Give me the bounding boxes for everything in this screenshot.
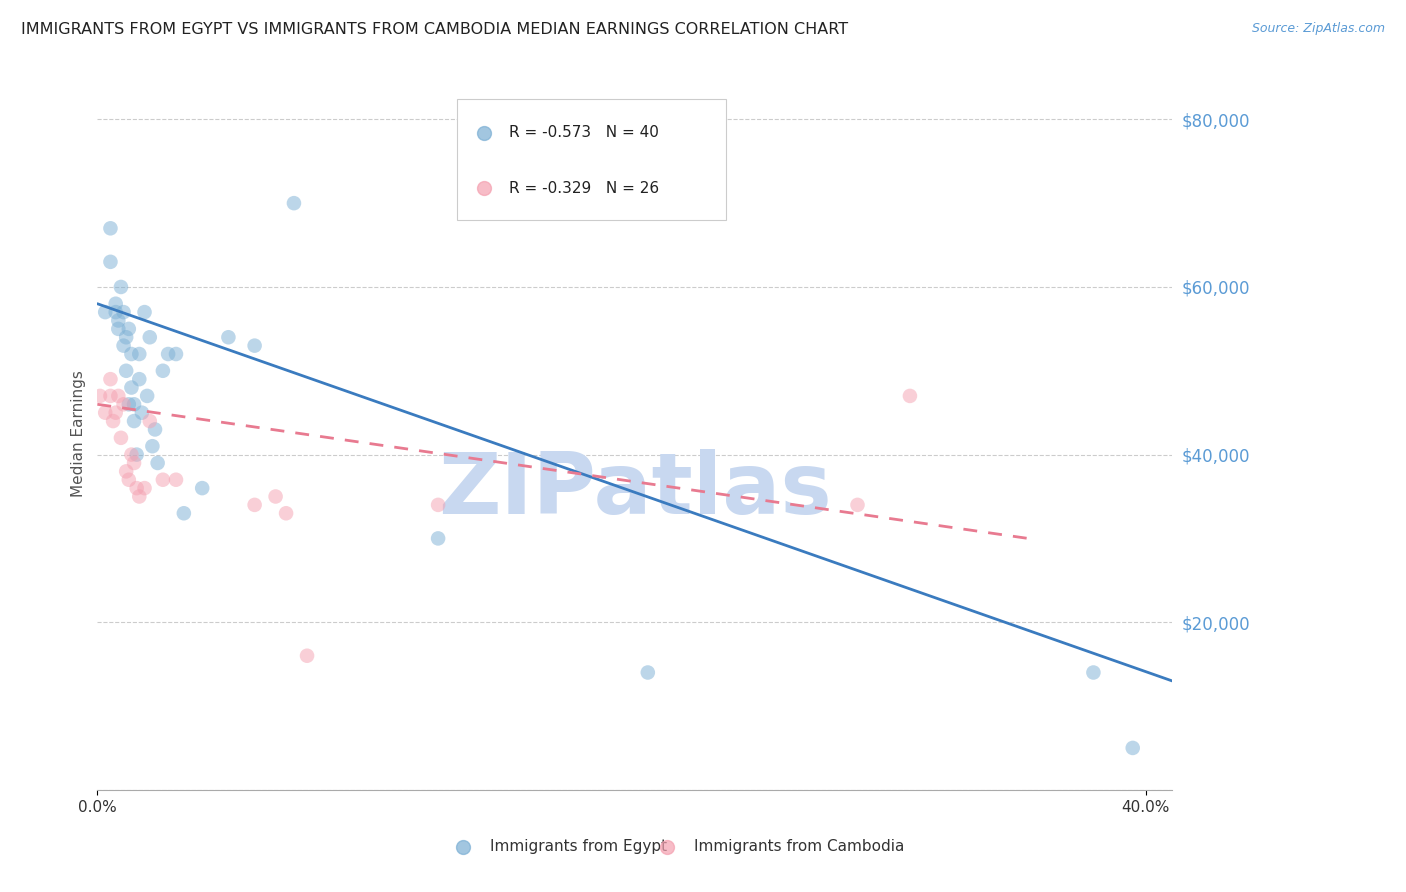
- Point: [846, 498, 869, 512]
- Point: [115, 330, 138, 344]
- Point: [283, 196, 305, 211]
- Point: [112, 397, 135, 411]
- Point: [112, 338, 135, 352]
- Point: [118, 473, 141, 487]
- Point: [427, 532, 450, 546]
- Point: [157, 347, 180, 361]
- Text: ZIPatlas: ZIPatlas: [437, 450, 831, 533]
- Point: [134, 481, 156, 495]
- Point: [143, 422, 166, 436]
- Point: [104, 297, 127, 311]
- Point: [110, 280, 132, 294]
- Point: [141, 439, 163, 453]
- Point: [122, 414, 145, 428]
- Point: [100, 389, 122, 403]
- Point: [104, 406, 127, 420]
- Point: [120, 347, 142, 361]
- Point: [94, 406, 117, 420]
- Point: [427, 498, 450, 512]
- Text: R = -0.573   N = 40: R = -0.573 N = 40: [509, 125, 659, 140]
- Point: [295, 648, 318, 663]
- Point: [125, 448, 148, 462]
- Point: [134, 305, 156, 319]
- Point: [120, 448, 142, 462]
- Point: [128, 490, 150, 504]
- Point: [165, 347, 187, 361]
- Point: [122, 456, 145, 470]
- Point: [107, 389, 129, 403]
- Point: [274, 506, 297, 520]
- Point: [217, 330, 239, 344]
- Point: [139, 330, 162, 344]
- Point: [125, 481, 148, 495]
- Y-axis label: Median Earnings: Median Earnings: [72, 370, 86, 497]
- Point: [191, 481, 214, 495]
- Point: [110, 431, 132, 445]
- Text: IMMIGRANTS FROM EGYPT VS IMMIGRANTS FROM CAMBODIA MEDIAN EARNINGS CORRELATION CH: IMMIGRANTS FROM EGYPT VS IMMIGRANTS FROM…: [21, 22, 848, 37]
- Point: [152, 364, 174, 378]
- Point: [173, 506, 195, 520]
- Text: R = -0.329   N = 26: R = -0.329 N = 26: [509, 181, 659, 196]
- Point: [131, 406, 153, 420]
- Point: [128, 347, 150, 361]
- Point: [264, 490, 287, 504]
- Point: [118, 397, 141, 411]
- Text: Immigrants from Egypt: Immigrants from Egypt: [489, 839, 666, 855]
- Point: [89, 389, 111, 403]
- Point: [107, 322, 129, 336]
- Point: [146, 456, 169, 470]
- Point: [115, 464, 138, 478]
- Point: [139, 414, 162, 428]
- Point: [94, 305, 117, 319]
- Point: [152, 473, 174, 487]
- Point: [101, 414, 124, 428]
- Point: [1083, 665, 1105, 680]
- Point: [100, 372, 122, 386]
- Point: [243, 338, 266, 352]
- Point: [122, 397, 145, 411]
- Point: [165, 473, 187, 487]
- Point: [128, 372, 150, 386]
- Point: [107, 313, 129, 327]
- Text: Source: ZipAtlas.com: Source: ZipAtlas.com: [1251, 22, 1385, 36]
- Point: [898, 389, 921, 403]
- FancyBboxPatch shape: [457, 99, 725, 220]
- Point: [112, 305, 135, 319]
- Point: [120, 380, 142, 394]
- Point: [100, 221, 122, 235]
- Point: [243, 498, 266, 512]
- Point: [1122, 740, 1144, 755]
- Point: [104, 305, 127, 319]
- Text: Immigrants from Cambodia: Immigrants from Cambodia: [693, 839, 904, 855]
- Point: [118, 322, 141, 336]
- Point: [637, 665, 659, 680]
- Point: [100, 255, 122, 269]
- Point: [136, 389, 159, 403]
- Point: [115, 364, 138, 378]
